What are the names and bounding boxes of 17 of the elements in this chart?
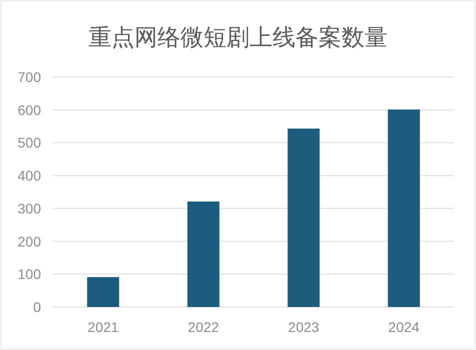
y-tick-label: 600 (18, 102, 42, 118)
y-tick-label: 0 (33, 299, 42, 315)
y-tick-label: 500 (18, 134, 42, 151)
y-tick-label: 400 (18, 168, 42, 184)
chart-title: 重点网络微短剧上线备案数量 (88, 24, 388, 50)
bar (288, 128, 320, 307)
x-tick-label: 2024 (388, 319, 420, 335)
x-tick-label: 2021 (88, 319, 119, 335)
x-tick-label: 2022 (188, 319, 220, 335)
bar (187, 202, 220, 307)
bar (87, 277, 120, 307)
x-tick-label: 2023 (288, 319, 320, 335)
y-tick-label: 300 (18, 200, 42, 216)
y-tick-label: 200 (18, 233, 42, 250)
y-tick-label: 100 (18, 266, 42, 282)
bar (388, 110, 420, 307)
y-tick-label: 700 (18, 69, 42, 85)
